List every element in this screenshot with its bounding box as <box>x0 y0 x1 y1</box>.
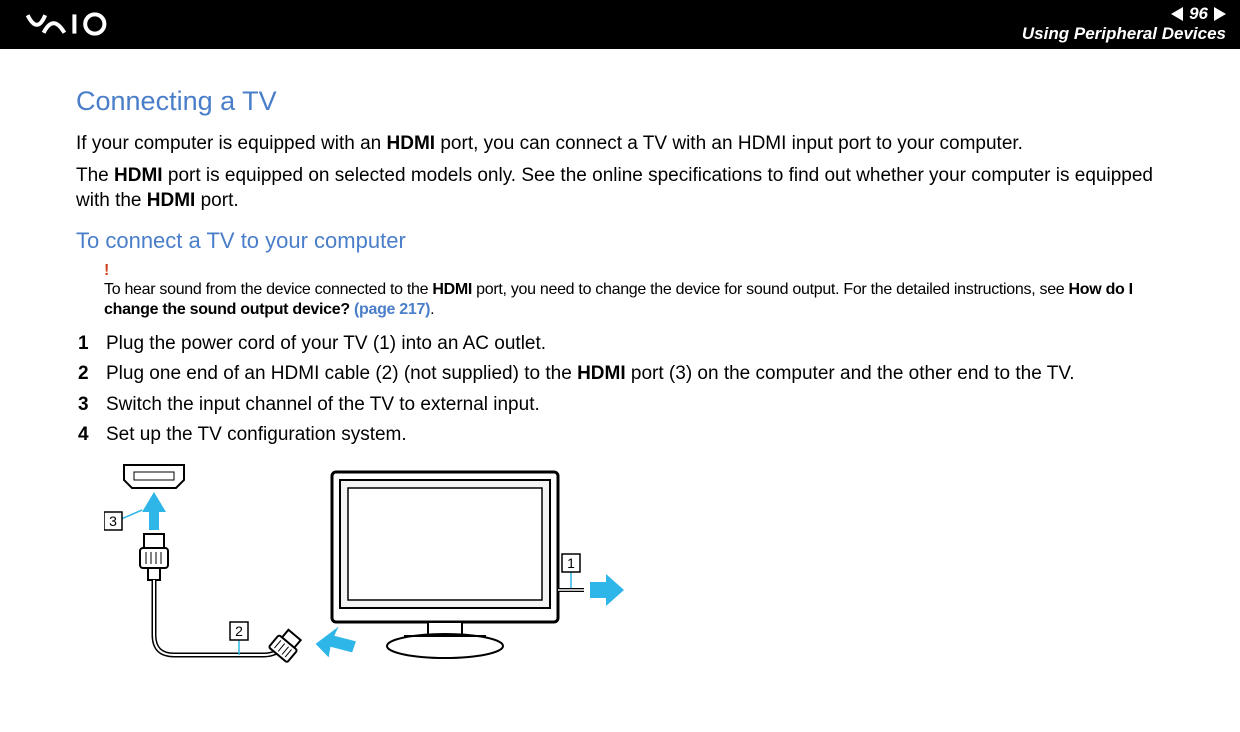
callout-2: 2 <box>230 622 248 655</box>
steps-list: 1Plug the power cord of your TV (1) into… <box>76 330 1170 450</box>
section-name: Using Peripheral Devices <box>1022 24 1226 44</box>
step-text: Set up the TV configuration system. <box>106 421 407 450</box>
svg-text:1: 1 <box>567 555 575 571</box>
svg-text:2: 2 <box>235 623 243 639</box>
step-number: 4 <box>76 421 106 450</box>
header-right: 96 Using Peripheral Devices <box>1022 4 1226 45</box>
svg-text:3: 3 <box>109 513 117 529</box>
step-text: Plug one end of an HDMI cable (2) (not s… <box>106 360 1075 389</box>
step-number: 2 <box>76 360 106 389</box>
connection-diagram: 3 <box>104 460 1170 675</box>
step-number: 3 <box>76 391 106 420</box>
callout-3: 3 <box>104 510 142 530</box>
note-bang-icon: ! <box>104 262 1170 280</box>
page-nav: 96 <box>1022 4 1226 24</box>
hdmi-plug-icon <box>140 534 168 580</box>
step-text: Plug the power cord of your TV (1) into … <box>106 330 546 359</box>
step-item: 4Set up the TV configuration system. <box>76 421 1170 450</box>
header-bar: 96 Using Peripheral Devices <box>0 0 1240 48</box>
subtitle: To connect a TV to your computer <box>76 228 1170 254</box>
page-number: 96 <box>1189 4 1208 24</box>
page-title: Connecting a TV <box>76 86 1170 117</box>
arrow-power-icon <box>590 574 624 606</box>
step-text: Switch the input channel of the TV to ex… <box>106 391 540 420</box>
note-block: ! To hear sound from the device connecte… <box>76 262 1170 320</box>
hdmi-plug-2-icon <box>269 627 304 662</box>
next-page-arrow[interactable] <box>1214 7 1226 21</box>
step-item: 3Switch the input channel of the TV to e… <box>76 391 1170 420</box>
step-item: 1Plug the power cord of your TV (1) into… <box>76 330 1170 359</box>
content-area: Connecting a TV If your computer is equi… <box>0 48 1240 675</box>
intro-block: If your computer is equipped with an HDM… <box>76 131 1170 214</box>
vaio-logo <box>20 12 160 36</box>
arrow-to-tv-icon <box>313 624 358 660</box>
arrow-up-icon <box>142 492 166 530</box>
intro-paragraph: If your computer is equipped with an HDM… <box>76 131 1170 157</box>
hdmi-port-icon <box>124 465 184 488</box>
step-number: 1 <box>76 330 106 359</box>
intro-paragraph: The HDMI port is equipped on selected mo… <box>76 163 1170 214</box>
note-text: To hear sound from the device connected … <box>104 280 1170 320</box>
tv-icon <box>332 472 558 658</box>
step-item: 2Plug one end of an HDMI cable (2) (not … <box>76 360 1170 389</box>
callout-1: 1 <box>562 554 580 588</box>
prev-page-arrow[interactable] <box>1171 7 1183 21</box>
